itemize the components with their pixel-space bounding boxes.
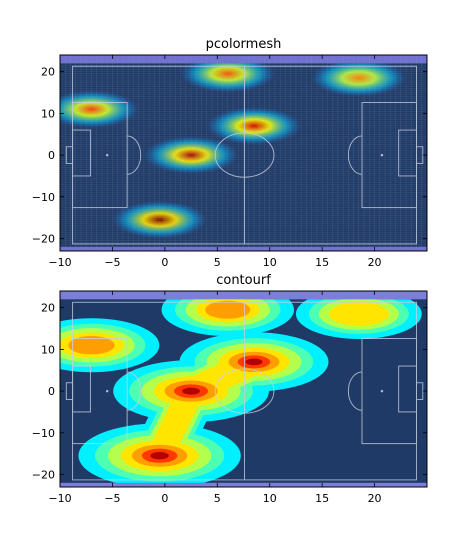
contour-level: [150, 358, 263, 460]
y-tick-label: −10: [32, 191, 55, 204]
x-tick-label: 5: [214, 256, 221, 269]
x-tick-label: 15: [315, 492, 329, 505]
x-tick-label: −5: [104, 256, 120, 269]
right-goal: [416, 382, 424, 400]
y-tick-label: 0: [48, 385, 55, 398]
x-tick-label: 0: [161, 256, 168, 269]
mesh-grid: [59, 54, 428, 252]
pitch-lines: [65, 301, 424, 481]
chart-title: contourf: [216, 273, 271, 288]
x-tick-label: −10: [48, 492, 71, 505]
left-goal: [65, 382, 74, 400]
centre-circle: [214, 368, 275, 414]
y-tick-label: −20: [32, 468, 55, 481]
contour-blob: [68, 336, 115, 355]
hotspot: [311, 63, 407, 97]
x-tick-label: 5: [214, 492, 221, 505]
chart-title: pcolormesh: [206, 37, 282, 52]
contour-level: [68, 300, 280, 467]
right-penalty-spot: [380, 153, 384, 157]
heat-layer: [60, 299, 422, 483]
x-tick-label: 0: [161, 492, 168, 505]
x-tick-label: 15: [315, 256, 329, 269]
x-tick-label: 20: [368, 492, 382, 505]
right-penalty-arc: [347, 135, 363, 175]
x-tick-label: 20: [368, 256, 382, 269]
y-tick-label: 20: [41, 66, 55, 79]
y-tick-label: 20: [41, 302, 55, 315]
axes-frame: [59, 54, 428, 252]
y-tick-label: 10: [41, 343, 55, 356]
right-penalty-spot: [380, 389, 384, 393]
axes-frame: [59, 290, 428, 488]
pitch-lines: [65, 65, 424, 245]
right-penalty-arc: [347, 371, 363, 411]
hotspot: [143, 136, 239, 174]
x-tick-label: 10: [263, 256, 277, 269]
hotspot: [112, 200, 207, 239]
hotspot: [180, 63, 275, 93]
centre-circle: [214, 132, 275, 178]
contour-blob: [328, 301, 389, 326]
right-goal: [416, 146, 424, 164]
hotspot: [60, 90, 139, 128]
contour-blob: [150, 452, 169, 460]
pcolormesh-panel: pcolormesh −10 −5 0 5 10 15 20 −20 −10 0 10 20: [32, 37, 428, 269]
x-tick-label: 10: [263, 492, 277, 505]
left-penalty-spot: [105, 389, 109, 393]
x-tick-label: −5: [104, 492, 120, 505]
contour-blob: [245, 358, 263, 366]
left-goal: [65, 146, 74, 164]
contour-blob: [182, 387, 200, 395]
y-tick-label: 0: [48, 149, 55, 162]
left-penalty-arc: [127, 371, 142, 411]
y-tick-label: 10: [41, 107, 55, 120]
contourf-panel: contourf −10 −5 0 5 10 15 20 −20 −10 0 10 20: [32, 273, 428, 505]
contour-blob: [205, 300, 251, 319]
y-tick-label: −10: [32, 427, 55, 440]
x-tick-label: −10: [48, 256, 71, 269]
y-tick-label: −20: [32, 232, 55, 245]
left-penalty-spot: [105, 153, 109, 157]
left-penalty-arc: [127, 135, 142, 175]
